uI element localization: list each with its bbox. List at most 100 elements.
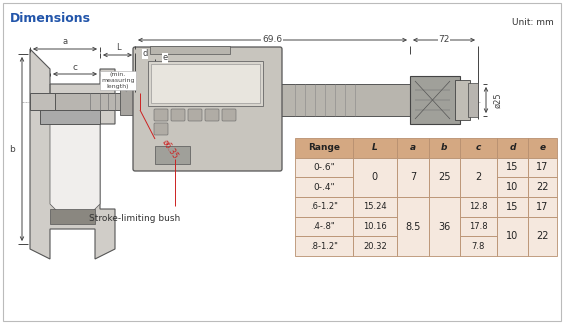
Text: 72: 72 [438,36,450,44]
Text: .6-1.2": .6-1.2" [310,202,338,211]
Bar [460,138,497,158]
Text: 10.16: 10.16 [363,222,387,231]
Text: c: c [73,64,77,73]
FancyBboxPatch shape [222,109,236,121]
FancyBboxPatch shape [154,109,168,121]
Bar [397,158,429,197]
FancyBboxPatch shape [188,109,202,121]
Bar [397,197,429,256]
Text: Dimensions: Dimensions [10,12,91,25]
Text: 69.6: 69.6 [262,36,282,44]
Bar [352,138,397,158]
Text: 12.8: 12.8 [469,202,488,211]
Bar [460,217,497,236]
Text: ø6.35: ø6.35 [160,138,180,160]
Bar [148,61,263,106]
Text: 22: 22 [536,231,549,241]
Bar [295,177,352,197]
Bar [40,109,100,124]
Text: 20.32: 20.32 [363,242,387,251]
Text: 17: 17 [536,202,549,212]
FancyBboxPatch shape [205,109,219,121]
Bar [528,158,557,177]
Bar [460,197,497,217]
Text: 15: 15 [506,202,519,212]
Text: d: d [509,143,515,152]
Bar [528,177,557,197]
Bar [410,76,460,124]
Text: 25: 25 [438,172,451,182]
Text: .8-1.2": .8-1.2" [310,242,338,251]
Bar [429,197,460,256]
Bar [280,84,410,116]
Bar [352,197,397,217]
Text: 36: 36 [438,222,451,232]
Polygon shape [50,84,100,214]
Text: L: L [372,143,378,152]
FancyBboxPatch shape [133,47,282,171]
Text: 15: 15 [506,163,519,172]
Text: Unit: mm: Unit: mm [512,18,554,27]
Bar [497,158,528,177]
Text: (min.
measuring
length): (min. measuring length) [102,72,135,88]
Bar [150,46,230,54]
Text: 0-.6": 0-.6" [313,163,334,172]
Bar [155,146,190,164]
Bar [460,236,497,256]
Text: 10: 10 [506,231,518,241]
Bar [468,83,478,117]
Bar [497,177,528,197]
Text: .4-.8": .4-.8" [312,222,335,231]
Text: 17: 17 [536,163,549,172]
Bar [295,138,352,158]
Bar [429,138,460,158]
Bar [429,158,460,197]
Bar [295,158,352,177]
Bar [352,217,397,236]
Bar [460,158,497,197]
Text: 17.8: 17.8 [469,222,488,231]
Text: 0: 0 [372,172,378,182]
Text: b: b [9,145,15,154]
Bar [528,217,557,256]
Bar [352,236,397,256]
Text: 7.8: 7.8 [472,242,485,251]
Text: 0-.4": 0-.4" [313,183,334,192]
Text: 22: 22 [536,182,549,192]
Bar [151,64,260,103]
Text: 8.5: 8.5 [405,222,421,232]
Bar [455,80,470,120]
Polygon shape [30,49,115,259]
Text: 7: 7 [410,172,416,182]
FancyBboxPatch shape [154,123,168,135]
Bar [120,88,140,115]
Text: 2: 2 [475,172,482,182]
Bar [352,158,397,197]
Bar [295,197,352,217]
Text: e: e [162,53,168,63]
FancyBboxPatch shape [171,109,185,121]
Bar [50,93,170,110]
Bar [295,217,352,236]
Text: e: e [540,143,545,152]
Text: a: a [63,38,68,47]
Text: Range: Range [308,143,340,152]
Bar [528,197,557,217]
Bar [295,236,352,256]
Text: d: d [142,50,148,59]
Polygon shape [50,209,95,224]
Bar [397,138,429,158]
Text: 10: 10 [506,182,518,192]
Bar [497,217,528,256]
Bar [497,138,528,158]
Bar [528,138,557,158]
Text: L: L [116,43,120,52]
Text: a: a [410,143,416,152]
Text: ø25: ø25 [494,92,503,108]
Text: b: b [441,143,448,152]
Text: c: c [475,143,481,152]
Polygon shape [30,93,55,110]
Text: Stroke-limiting bush: Stroke-limiting bush [89,214,180,223]
Bar [497,197,528,217]
Text: 15.24: 15.24 [363,202,387,211]
